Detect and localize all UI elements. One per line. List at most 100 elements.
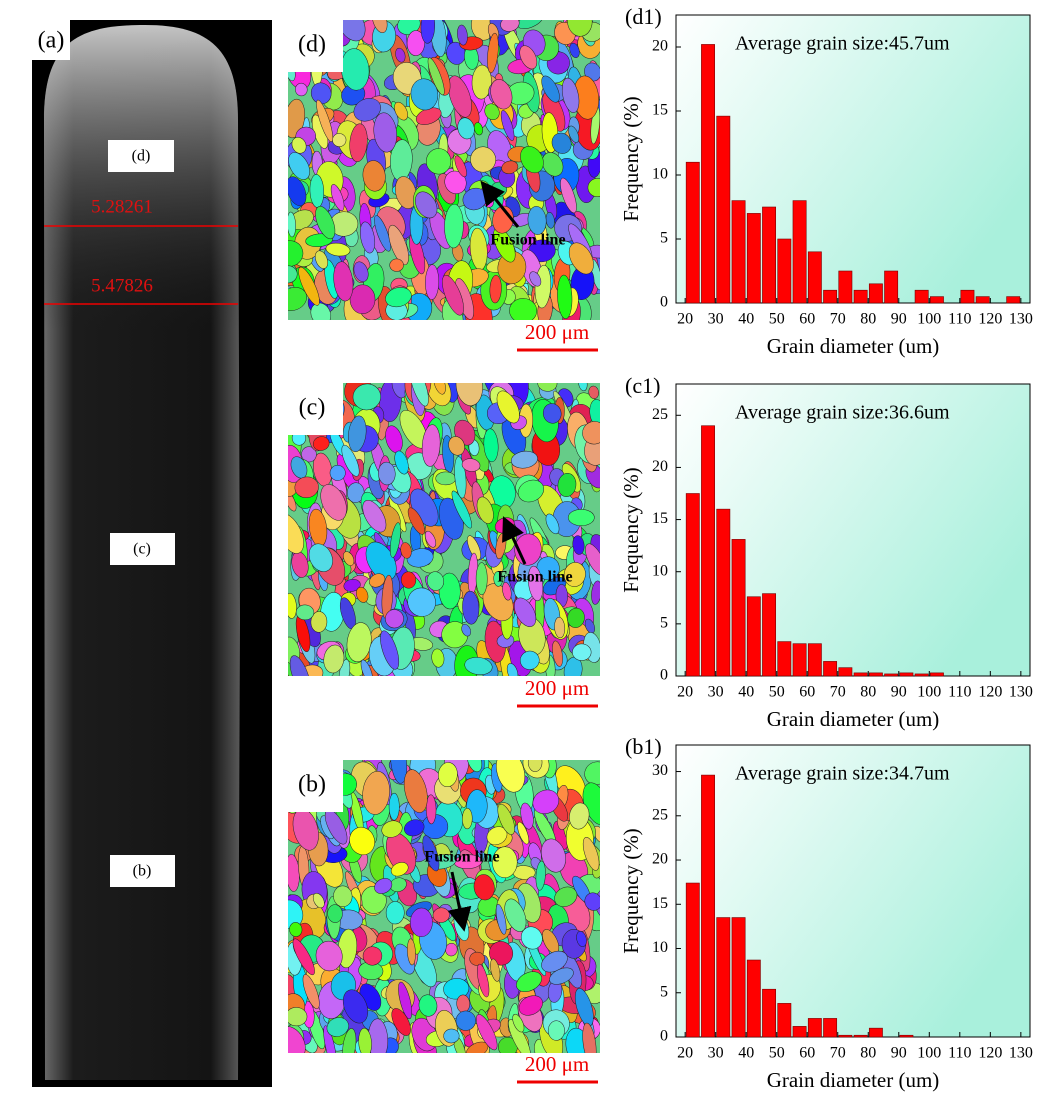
grain <box>563 562 586 587</box>
grain <box>554 616 566 639</box>
grain <box>369 573 386 588</box>
grain <box>425 264 440 300</box>
label-box <box>32 20 70 60</box>
grain <box>326 1017 349 1037</box>
scale-label: 200 μm <box>525 1052 589 1076</box>
x-tick-label: 70 <box>830 1045 846 1062</box>
bar <box>853 289 868 304</box>
arrow <box>447 871 472 932</box>
bar <box>868 1027 883 1038</box>
grain <box>353 98 381 122</box>
grain <box>325 242 351 257</box>
x-tick-label: 40 <box>738 311 754 328</box>
grain <box>500 110 515 141</box>
grain <box>487 32 499 74</box>
grain <box>385 609 404 629</box>
grain <box>455 383 483 406</box>
x-tick-label: 80 <box>860 1045 876 1062</box>
grain <box>360 659 373 676</box>
grain <box>448 436 465 456</box>
grain <box>462 590 480 625</box>
x-tick-label: 80 <box>860 684 876 701</box>
grain <box>467 535 481 560</box>
bar <box>762 206 777 304</box>
grain <box>541 838 566 873</box>
bar <box>868 672 883 677</box>
grain <box>373 112 397 153</box>
grain <box>582 1022 597 1053</box>
grain <box>495 904 507 935</box>
grain <box>560 177 577 214</box>
y-tick-label: 10 <box>652 939 668 956</box>
bar <box>701 44 715 304</box>
grain <box>406 548 434 568</box>
bar <box>777 238 792 304</box>
bar <box>838 1034 853 1038</box>
grain <box>349 826 375 856</box>
grain <box>362 771 390 815</box>
grain <box>517 821 530 845</box>
grain <box>421 424 441 467</box>
annotation: Average grain size:45.7um <box>735 33 950 55</box>
grain <box>504 898 527 932</box>
grain <box>537 383 558 392</box>
grain <box>400 571 417 589</box>
bar <box>884 673 899 677</box>
grain <box>288 491 297 512</box>
grain <box>298 266 320 306</box>
grain <box>415 191 438 219</box>
grain <box>552 640 563 667</box>
y-tick-label: 10 <box>652 562 668 579</box>
grain <box>587 178 600 197</box>
measurement: 5.47826 <box>91 275 153 296</box>
marker-box <box>108 140 174 172</box>
grain <box>517 479 545 503</box>
grain <box>470 146 496 173</box>
grain <box>591 580 600 605</box>
bar <box>731 200 746 304</box>
grain <box>347 415 367 452</box>
y-tick-label: 20 <box>652 851 668 868</box>
grain <box>584 761 600 785</box>
grain <box>362 500 387 533</box>
x-tick-label: 30 <box>708 684 724 701</box>
grain <box>426 148 452 175</box>
y-tick-label: 0 <box>660 294 668 311</box>
grain <box>385 901 405 925</box>
bar <box>792 1026 807 1038</box>
grain <box>294 476 319 498</box>
grain <box>395 176 417 209</box>
grain <box>409 383 429 407</box>
scale-label: 200 μm <box>525 676 589 700</box>
bar <box>792 200 807 304</box>
x-tick-label: 50 <box>769 311 785 328</box>
grain <box>582 421 600 445</box>
grain <box>391 1008 411 1036</box>
annotation: Fusion line <box>497 569 572 586</box>
bar <box>914 289 929 304</box>
annotation: Fusion line <box>424 849 499 866</box>
label-box <box>288 20 343 72</box>
grain <box>514 597 537 627</box>
grain <box>527 760 543 772</box>
grain <box>541 75 560 103</box>
arrow <box>480 180 520 228</box>
grain <box>358 1027 372 1053</box>
marker-box <box>110 855 175 887</box>
grain <box>418 994 438 1017</box>
grain <box>404 819 425 837</box>
grain <box>433 383 446 395</box>
grain <box>551 132 572 154</box>
grain <box>576 930 587 948</box>
bar <box>716 115 731 304</box>
bar <box>868 283 883 304</box>
y-tick-label: 0 <box>660 1028 668 1045</box>
grain <box>490 79 513 110</box>
grain <box>547 1020 565 1041</box>
x-tick-label: 60 <box>799 311 815 328</box>
panel-label: (c) <box>299 395 326 421</box>
grain <box>461 624 471 637</box>
y-tick-label: 15 <box>652 510 668 527</box>
grain <box>457 24 468 46</box>
grain <box>407 587 436 617</box>
